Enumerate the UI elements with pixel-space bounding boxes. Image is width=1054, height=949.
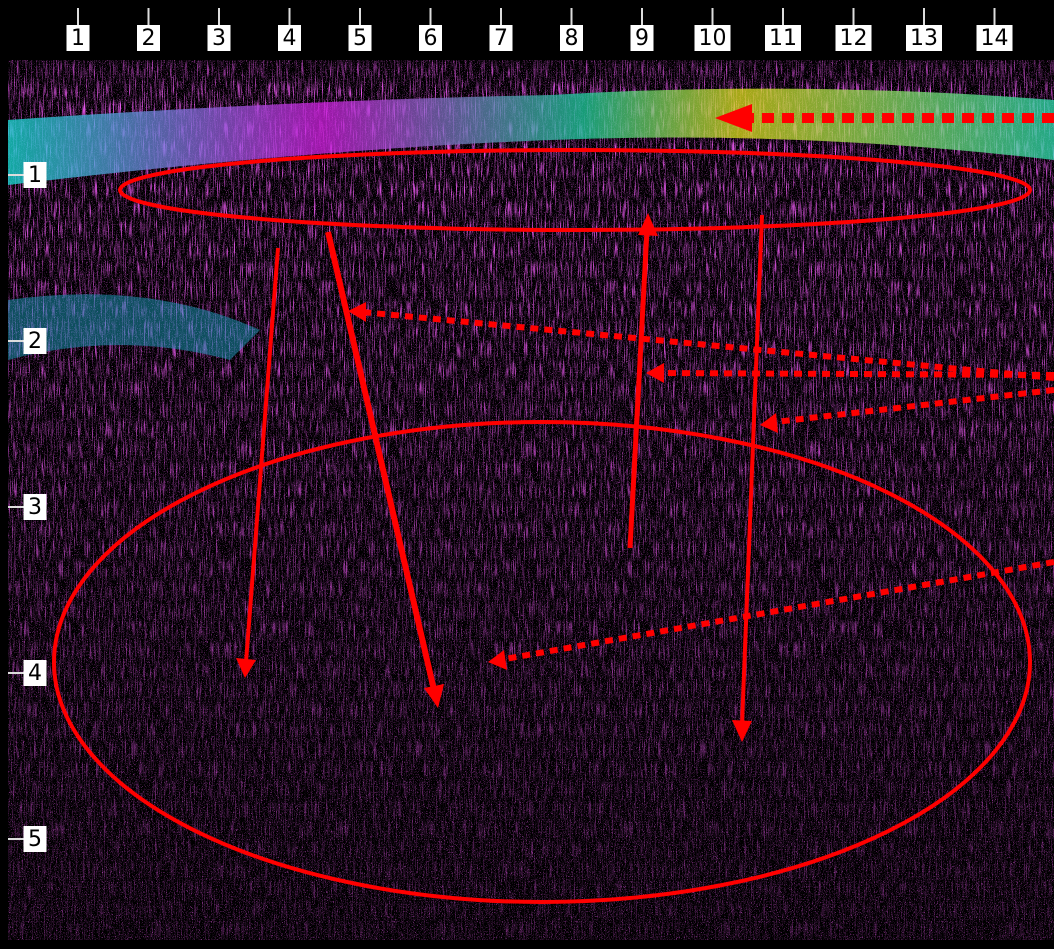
arrowhead	[638, 213, 658, 236]
arrowhead	[236, 658, 256, 678]
scale-label: 11	[769, 26, 797, 51]
label-box	[348, 25, 372, 51]
scale-label: 13	[910, 26, 938, 51]
arrowhead	[646, 363, 664, 383]
label-box	[66, 25, 90, 51]
label-box	[207, 25, 231, 51]
scale-label: 1	[28, 163, 42, 188]
scale-label: 10	[699, 26, 727, 51]
annotations	[52, 113, 1054, 904]
label-box	[906, 25, 942, 51]
scale-label: 4	[283, 26, 297, 51]
label-box	[278, 25, 301, 51]
label-box	[23, 494, 47, 520]
ellipse	[118, 148, 1032, 232]
arrowhead	[760, 413, 778, 433]
scale-label: 4	[28, 661, 42, 686]
scale-label: 3	[28, 495, 42, 520]
arrow	[740, 214, 764, 726]
scale-label: 5	[28, 827, 42, 852]
scale-label: 7	[494, 26, 508, 51]
arrow	[627, 229, 650, 549]
scale-label: 14	[981, 26, 1009, 51]
label-box	[23, 162, 47, 188]
scale-label: 1	[71, 26, 85, 51]
dashed-arrow	[774, 387, 1054, 425]
label-box	[137, 25, 160, 51]
arrowheads	[236, 104, 778, 742]
scale-label: 2	[142, 26, 156, 51]
arrow	[244, 247, 280, 663]
arrowhead	[732, 720, 752, 742]
scale-label: 8	[565, 26, 579, 51]
arrowhead	[715, 104, 752, 132]
arrowhead	[488, 650, 507, 670]
cyan-region	[8, 294, 260, 360]
label-box	[23, 660, 47, 686]
scale-label: 2	[28, 329, 42, 354]
scale-label: 12	[840, 26, 868, 51]
arrow	[325, 231, 437, 691]
ellipse	[52, 420, 1032, 904]
speckle	[8, 60, 1054, 940]
scale-bar	[0, 0, 1054, 60]
label-box	[489, 25, 513, 51]
scale-label: 3	[212, 26, 226, 51]
arrowhead	[424, 684, 444, 708]
scale-label: 9	[635, 26, 649, 51]
label-box	[835, 25, 872, 51]
scale-label: 6	[424, 26, 438, 51]
label-box	[419, 25, 442, 51]
label-box	[23, 328, 47, 354]
label-box	[560, 25, 583, 51]
dashed-arrow	[504, 559, 1054, 662]
skin-layer	[8, 88, 1054, 185]
label-box	[976, 25, 1013, 51]
dashed-arrow	[661, 370, 1054, 378]
label-box	[630, 25, 654, 51]
dashed-arrow	[361, 309, 1054, 381]
label-box	[694, 25, 731, 51]
arrowhead	[348, 302, 366, 322]
scale-label: 5	[353, 26, 367, 51]
label-box	[765, 25, 801, 51]
label-box	[23, 826, 47, 852]
